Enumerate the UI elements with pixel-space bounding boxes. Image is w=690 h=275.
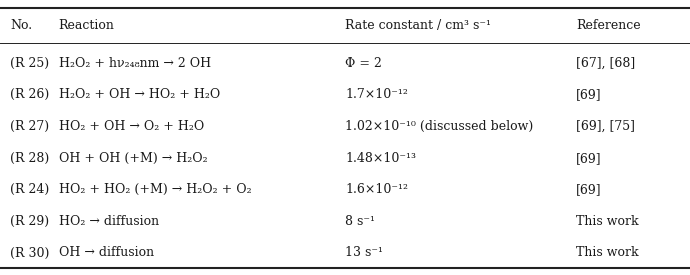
Text: This work: This work (576, 215, 639, 228)
Text: (R 29): (R 29) (10, 215, 50, 228)
Text: Reaction: Reaction (59, 19, 115, 32)
Text: (R 28): (R 28) (10, 152, 50, 165)
Text: HO₂ → diffusion: HO₂ → diffusion (59, 215, 159, 228)
Text: Φ = 2: Φ = 2 (345, 57, 382, 70)
Text: 13 s⁻¹: 13 s⁻¹ (345, 246, 383, 260)
Text: (R 25): (R 25) (10, 57, 50, 70)
Text: (R 24): (R 24) (10, 183, 50, 196)
Text: OH + OH (+M) → H₂O₂: OH + OH (+M) → H₂O₂ (59, 152, 207, 165)
Text: 8 s⁻¹: 8 s⁻¹ (345, 215, 375, 228)
Text: 1.48×10⁻¹³: 1.48×10⁻¹³ (345, 152, 416, 165)
Text: No.: No. (10, 19, 32, 32)
Text: 1.7×10⁻¹²: 1.7×10⁻¹² (345, 88, 408, 101)
Text: [69], [75]: [69], [75] (576, 120, 635, 133)
Text: OH → diffusion: OH → diffusion (59, 246, 154, 260)
Text: Rate constant / cm³ s⁻¹: Rate constant / cm³ s⁻¹ (345, 19, 491, 32)
Text: HO₂ + HO₂ (+M) → H₂O₂ + O₂: HO₂ + HO₂ (+M) → H₂O₂ + O₂ (59, 183, 251, 196)
Text: (R 26): (R 26) (10, 88, 50, 101)
Text: Reference: Reference (576, 19, 641, 32)
Text: H₂O₂ + hν₂₄₈nm → 2 OH: H₂O₂ + hν₂₄₈nm → 2 OH (59, 57, 210, 70)
Text: H₂O₂ + OH → HO₂ + H₂O: H₂O₂ + OH → HO₂ + H₂O (59, 88, 220, 101)
Text: [69]: [69] (576, 183, 602, 196)
Text: HO₂ + OH → O₂ + H₂O: HO₂ + OH → O₂ + H₂O (59, 120, 204, 133)
Text: [67], [68]: [67], [68] (576, 57, 635, 70)
Text: [69]: [69] (576, 152, 602, 165)
Text: (R 30): (R 30) (10, 246, 50, 260)
Text: [69]: [69] (576, 88, 602, 101)
Text: This work: This work (576, 246, 639, 260)
Text: (R 27): (R 27) (10, 120, 50, 133)
Text: 1.02×10⁻¹⁰ (discussed below): 1.02×10⁻¹⁰ (discussed below) (345, 120, 533, 133)
Text: 1.6×10⁻¹²: 1.6×10⁻¹² (345, 183, 408, 196)
